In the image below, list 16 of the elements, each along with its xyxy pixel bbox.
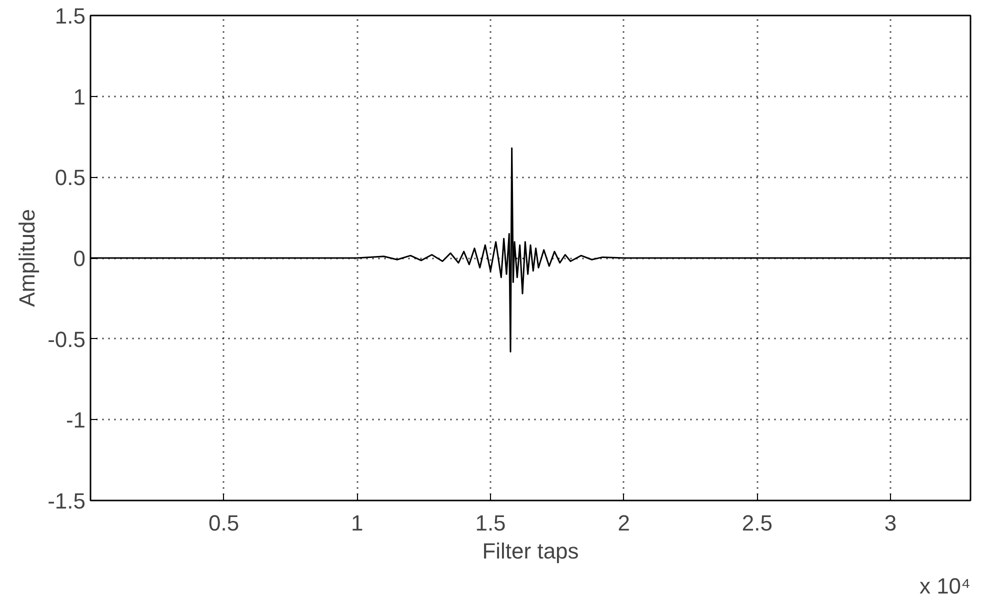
y-tick-label: -0.5	[48, 326, 86, 352]
x-tick-label: 2.5	[742, 510, 772, 536]
y-tick-label: 0.5	[54, 165, 86, 190]
x-tick-label: 3	[884, 510, 897, 536]
x-axis-title: Filter taps	[482, 538, 579, 564]
y-tick-label: 1.5	[54, 4, 86, 28]
y-axis-title: Amplitude	[14, 209, 40, 307]
x-tick-label: 0.5	[208, 510, 240, 536]
x-tick-label: 1.5	[475, 510, 506, 536]
y-tick-label: -1.5	[48, 488, 86, 514]
y-tick-label: 0	[73, 246, 86, 271]
x-tick-label: 2	[618, 510, 630, 536]
text: x 10⁴	[919, 574, 971, 598]
y-tick-label: -1	[66, 408, 86, 433]
x-tick-label: 1	[351, 510, 364, 536]
y-tick-label: 1	[73, 84, 86, 110]
